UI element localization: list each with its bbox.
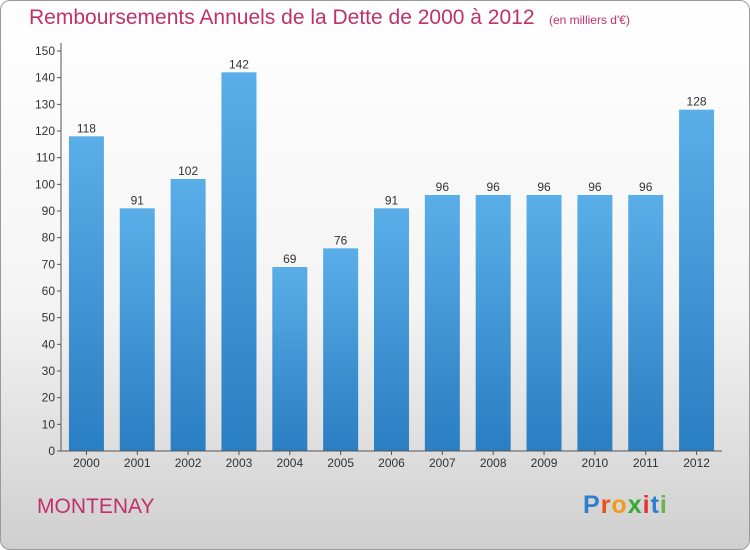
bar [679, 109, 715, 452]
x-axis: 2000 2001 2002 2003 2004 2005 2006 2007 2008 2009… [61, 450, 722, 470]
bar [424, 195, 460, 451]
logo-letter: x [627, 491, 643, 519]
bar-value-label: 96 [537, 180, 551, 194]
y-tick-label: 80 [42, 231, 56, 245]
x-tick-label: 2003 [226, 456, 253, 470]
bar [323, 248, 359, 451]
bar-value-label: 96 [639, 180, 653, 194]
bar [221, 72, 257, 451]
bar [628, 195, 664, 451]
logo-letter: r [600, 491, 612, 519]
x-tick-label: 2010 [582, 456, 609, 470]
y-tick-label: 90 [42, 204, 56, 218]
bar-value-label: 96 [588, 180, 602, 194]
bar-value-label: 142 [229, 57, 249, 71]
bar-value-label: 69 [283, 252, 297, 266]
y-tick-label: 20 [42, 391, 56, 405]
bar-value-label: 96 [436, 180, 450, 194]
bar [272, 267, 308, 451]
bar [374, 208, 409, 451]
chart-title: Remboursements Annuels de la Dette de 20… [29, 6, 630, 30]
bar [526, 195, 562, 451]
x-tick-label: 2005 [327, 456, 354, 470]
bar-value-label: 96 [487, 180, 501, 194]
y-tick-label: 140 [35, 71, 55, 85]
bar [577, 195, 613, 451]
x-tick-label: 2012 [683, 456, 710, 470]
y-tick-label: 110 [36, 151, 55, 165]
logo-letter: t [650, 491, 660, 519]
y-tick-label: 100 [35, 177, 55, 191]
y-tick-label: 50 [42, 311, 56, 325]
bar [170, 179, 206, 451]
x-tick-label: 2004 [276, 456, 303, 470]
bar-value-label: 76 [334, 233, 348, 247]
chart-title-text: Remboursements Annuels de la Dette de 20… [29, 6, 535, 29]
y-tick-label: 130 [35, 97, 55, 111]
bar-value-label: 91 [385, 193, 399, 207]
y-axis: 0 10 20 30 40 50 60 70 80 90 100 110 120 130 140 150 [35, 43, 62, 458]
logo-letter: o [611, 491, 628, 519]
bar-value-label: 102 [178, 164, 198, 178]
bar-value-label: 128 [687, 95, 707, 109]
chart-unit-note: (en milliers d'€) [548, 13, 630, 27]
y-tick-label: 70 [42, 257, 56, 271]
x-tick-label: 2006 [378, 456, 405, 470]
y-tick-label: 120 [35, 124, 55, 138]
location-name: MONTENAY [37, 495, 155, 518]
y-tick-label: 150 [35, 44, 55, 58]
y-tick-label: 60 [42, 284, 56, 298]
x-tick-label: 2009 [531, 456, 558, 470]
logo-letter: i [642, 491, 651, 519]
x-tick-label: 2002 [175, 456, 202, 470]
logo-letter: i [659, 491, 668, 519]
y-tick-label: 10 [42, 417, 56, 431]
logo-letter: P [583, 491, 601, 519]
x-tick-label: 2007 [429, 456, 456, 470]
bar-value-label: 118 [77, 121, 96, 135]
bars: 118 91 102 142 69 76 91 96 96 96 96 96 128 [68, 57, 715, 452]
bar [68, 136, 104, 452]
x-tick-label: 2000 [73, 456, 100, 470]
x-tick-label: 2008 [480, 456, 507, 470]
y-tick-label: 40 [42, 337, 56, 351]
y-tick-label: 0 [48, 444, 55, 458]
x-tick-label: 2001 [124, 456, 151, 470]
proxiti-logo[interactable]: Proxiti [583, 491, 668, 520]
bar [475, 195, 511, 451]
y-tick-label: 30 [42, 364, 56, 378]
bar-value-label: 91 [131, 193, 145, 207]
bar [119, 208, 155, 451]
x-tick-label: 2011 [633, 456, 659, 470]
